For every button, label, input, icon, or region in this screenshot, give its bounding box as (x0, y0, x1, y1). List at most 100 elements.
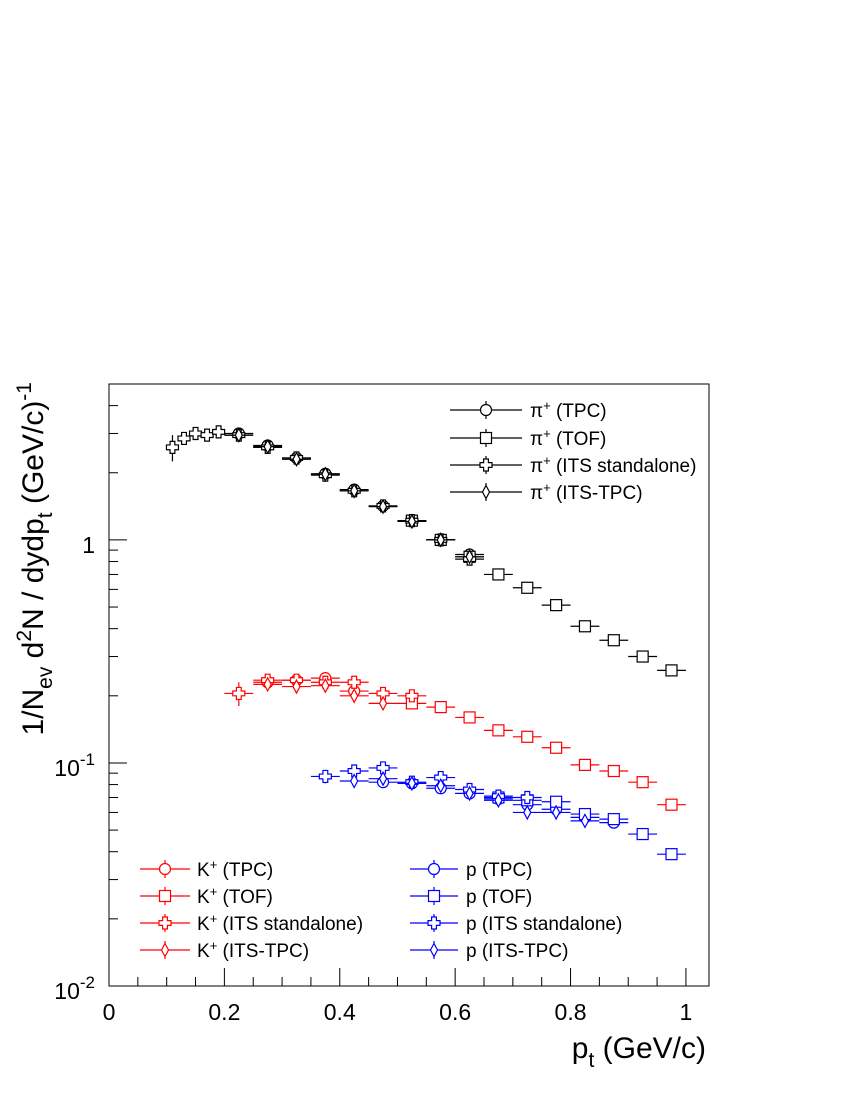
data-point (407, 513, 417, 530)
series-3 (224, 427, 484, 565)
legend-markers (140, 401, 522, 959)
legend-label-pi-itstpc: π+ (ITS-TPC) (530, 480, 643, 504)
data-point (578, 620, 592, 633)
data-point (378, 498, 388, 515)
data-point (177, 431, 191, 446)
data-point (607, 634, 620, 647)
data-point (188, 426, 203, 441)
x-tick-label: 0.8 (555, 999, 587, 1025)
x-tick-label: 0 (103, 999, 116, 1025)
data-point (434, 700, 447, 714)
data-point (550, 599, 563, 612)
data-point (523, 804, 532, 821)
data-point (665, 798, 678, 811)
x-axis-title: pt (GeV/c) (572, 1032, 706, 1072)
data-point (350, 483, 359, 499)
legend-label-pi-tpc: π+ (TPC) (530, 398, 607, 422)
data-point (378, 695, 388, 712)
legend-label-k-tpc: K+ (TPC) (197, 857, 273, 881)
data-point (636, 827, 649, 841)
data-marks (165, 425, 686, 861)
legend-marker (427, 862, 441, 876)
legend-marker (479, 403, 493, 417)
data-point (212, 425, 226, 439)
data-point (376, 686, 390, 701)
data-point (347, 764, 361, 778)
legend-marker (481, 484, 491, 500)
data-point (234, 427, 243, 443)
data-point (665, 664, 678, 677)
y-tick-label-1: 1 (82, 532, 95, 558)
legend-marker (427, 916, 441, 930)
data-point (436, 778, 445, 794)
plot-frame (108, 383, 710, 987)
data-point (607, 813, 620, 826)
data-point (636, 650, 649, 663)
data-point (292, 451, 301, 467)
data-point (465, 785, 474, 802)
x-tick-label: 0.6 (439, 999, 471, 1025)
legend-marker (479, 458, 493, 472)
legend-marker (158, 862, 172, 876)
legend-marker (429, 942, 439, 958)
legend-label-k-its: K+ (ITS standalone) (197, 911, 363, 935)
legend-label-p-itstpc: p (ITS-TPC) (466, 941, 568, 962)
data-point (350, 773, 359, 789)
data-point (347, 675, 361, 689)
legend-marker (427, 889, 441, 903)
legend-label-pi-its: π+ (ITS standalone) (530, 453, 696, 477)
data-point (492, 724, 505, 737)
series-11 (339, 770, 600, 829)
data-point (463, 711, 476, 724)
data-point (607, 764, 620, 778)
legend-label-pi-tof: π+ (TOF) (530, 426, 606, 450)
legend-label-k-tof: K+ (TOF) (197, 884, 273, 908)
data-point (665, 848, 678, 861)
data-point (165, 440, 180, 454)
axis-ticks: 0 0.2 0.4 0.6 0.8 1 (103, 383, 693, 1025)
data-point (263, 676, 272, 693)
data-point (465, 549, 474, 565)
data-point (318, 769, 332, 784)
data-point (578, 758, 592, 772)
series-7 (253, 676, 398, 712)
x-tick-label: 0.4 (324, 999, 356, 1025)
data-point (436, 532, 445, 548)
data-point (378, 770, 388, 787)
legend-marker (158, 889, 172, 903)
legend-marker (479, 431, 493, 445)
data-point (200, 428, 214, 442)
legend-marker (160, 942, 170, 958)
legend-kaons: K+ (TPC) K+ (TOF) K+ (ITS standalone) K+… (197, 857, 363, 962)
series-5 (397, 697, 686, 811)
data-point (232, 686, 246, 701)
legend-marker (158, 916, 172, 930)
legend-label-p-tof: p (TOF) (466, 887, 532, 908)
x-tick-label: 1 (680, 999, 693, 1025)
data-point (263, 438, 272, 455)
legend-pions: π+ (TPC) π+ (TOF) π+ (ITS standalone) π+… (530, 398, 696, 504)
data-point (407, 775, 417, 792)
y-axis-title: 1/Nev d2N / dydpt (GeV/c)-1 (13, 382, 57, 736)
data-point (376, 761, 390, 775)
data-point (350, 688, 359, 704)
legend-protons: p (TPC) p (TOF) p (ITS standalone) p (IT… (466, 860, 622, 962)
y-tick-label-1e-1: 10-1 (54, 750, 95, 781)
data-point (405, 689, 419, 703)
legend-label-p-tpc: p (TPC) (466, 860, 533, 881)
data-point (321, 677, 330, 694)
y-tick-label-1e-2: 10-2 (54, 973, 95, 1004)
data-point (521, 581, 534, 594)
data-point (494, 792, 503, 809)
data-point (521, 730, 534, 743)
data-point (580, 813, 590, 829)
data-point (492, 568, 505, 581)
legend-label-p-its: p (ITS standalone) (466, 914, 622, 935)
legend-label-k-itstpc: K+ (ITS-TPC) (197, 938, 309, 962)
data-point (321, 466, 330, 482)
data-point (520, 790, 534, 805)
x-tick-label: 0.2 (208, 999, 240, 1025)
data-point (292, 678, 301, 695)
data-point (551, 804, 561, 821)
